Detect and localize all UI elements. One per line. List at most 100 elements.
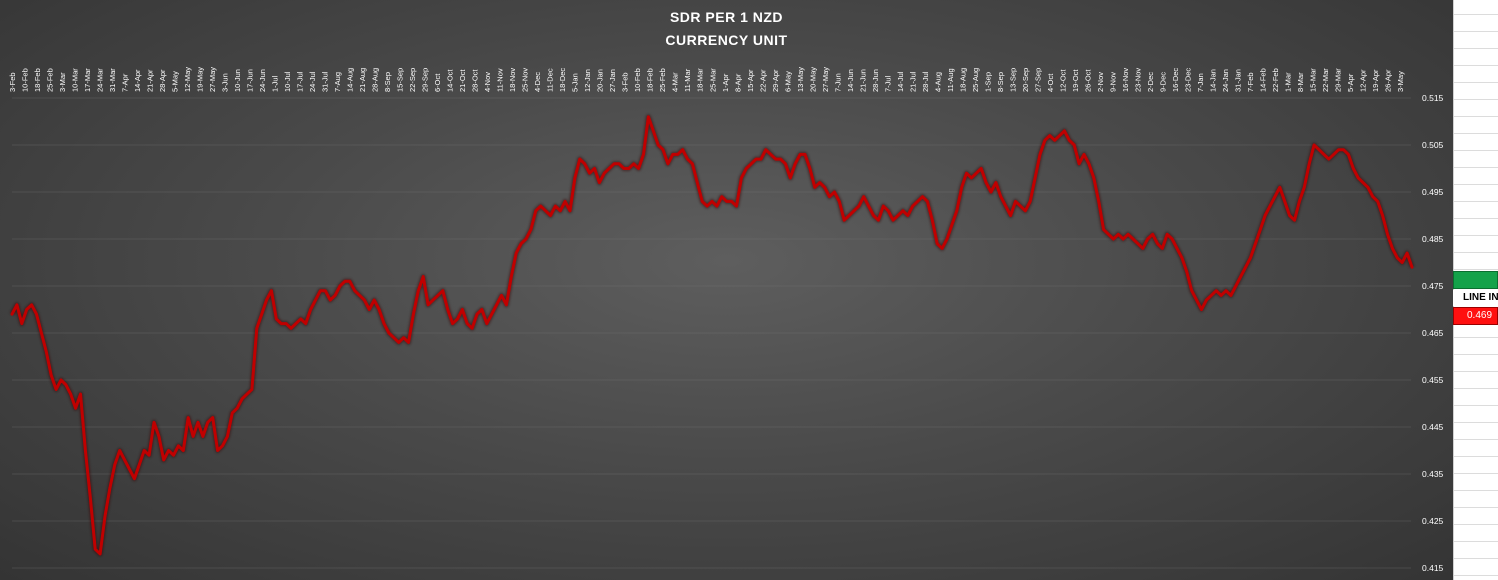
x-tick-label: 18-Feb <box>33 68 42 92</box>
x-tick-label: 4-Mar <box>671 72 680 92</box>
panel-grid-row <box>1454 456 1498 457</box>
x-tick-label: 21-Aug <box>358 68 367 92</box>
x-tick-label: 3-Feb <box>621 72 630 92</box>
x-tick-label: 22-Apr <box>758 69 767 92</box>
x-tick-label: 26-Apr <box>1383 69 1392 92</box>
series-line <box>10 115 1414 556</box>
panel-grid-row <box>1454 235 1498 236</box>
x-tick-label: 5-May <box>171 71 180 92</box>
x-tick-label: 8-Sep <box>996 72 1005 92</box>
panel-grid-row <box>1454 48 1498 49</box>
x-tick-label: 14-Jan <box>1208 69 1217 92</box>
y-tick-label: 0.485 <box>1422 234 1444 244</box>
y-tick-label: 0.455 <box>1422 375 1444 385</box>
x-tick-label: 5-Jan <box>571 73 580 92</box>
panel-grid-row <box>1454 31 1498 32</box>
x-tick-label: 18-Nov <box>508 68 517 92</box>
panel-grid-row <box>1454 524 1498 525</box>
x-tick-label: 27-Jan <box>608 69 617 92</box>
x-tick-label: 28-Oct <box>471 69 480 92</box>
x-tick-label: 9-Nov <box>1108 72 1117 92</box>
x-tick-label: 29-Mar <box>1333 68 1342 92</box>
x-tick-label: 7-Feb <box>1246 72 1255 92</box>
panel-grid-row <box>1454 133 1498 134</box>
x-tick-label: 25-Mar <box>708 68 717 92</box>
x-tick-label: 1-Sep <box>983 72 992 92</box>
x-tick-label: 14-Oct <box>446 69 455 92</box>
y-tick-label: 0.445 <box>1422 422 1444 432</box>
x-tick-label: 20-Jan <box>596 69 605 92</box>
x-tick-label: 1-Apr <box>721 73 730 92</box>
current-value-badge: 0.469 <box>1453 307 1498 325</box>
y-tick-label: 0.505 <box>1422 140 1444 150</box>
x-tick-label: 12-Oct <box>1058 69 1067 92</box>
chart-subtitle: CURRENCY UNIT <box>665 32 788 48</box>
chart-title: SDR PER 1 NZD <box>669 9 784 25</box>
x-tick-label: 23-Nov <box>1133 68 1142 92</box>
x-tick-label: 24-Jun <box>258 69 267 92</box>
panel-grid-row <box>1454 337 1498 338</box>
x-tick-label: 31-Jul <box>321 71 330 92</box>
x-tick-label: 21-Jul <box>908 71 917 92</box>
x-tick-label: 7-Jan <box>1196 73 1205 92</box>
x-tick-label: 13-May <box>796 67 805 92</box>
x-tick-label: 3-Jun <box>221 73 230 92</box>
panel-grid-row <box>1454 388 1498 389</box>
x-tick-label: 28-Jun <box>871 69 880 92</box>
x-tick-label: 29-Apr <box>771 69 780 92</box>
panel-grid-row <box>1454 82 1498 83</box>
x-tick-label: 15-Sep <box>396 68 405 92</box>
x-tick-label: 28-Apr <box>158 69 167 92</box>
x-tick-label: 20-Sep <box>1021 68 1030 92</box>
panel-grid-row <box>1454 507 1498 508</box>
x-tick-label: 5-Apr <box>1346 73 1355 92</box>
panel-grid-row <box>1454 439 1498 440</box>
y-tick-label: 0.425 <box>1422 516 1444 526</box>
x-tick-label: 1-Jul <box>271 75 280 92</box>
panel-grid-row <box>1454 575 1498 576</box>
x-tick-label: 19-Apr <box>1371 69 1380 92</box>
x-tick-label: 6-Oct <box>433 73 442 92</box>
y-tick-label: 0.515 <box>1422 93 1444 103</box>
x-tick-label: 26-Oct <box>1083 69 1092 92</box>
series-line-shadow <box>9 114 1415 557</box>
x-tick-label: 31-Mar <box>108 68 117 92</box>
x-tick-label: 14-Feb <box>1258 68 1267 92</box>
panel-grid-row <box>1454 218 1498 219</box>
panel-grid-row <box>1454 269 1498 270</box>
x-tick-label: 11-Nov <box>496 68 505 92</box>
chart-area: 3-Feb 10-Feb 18-Feb 25-Feb 3-Mar 10-Mar 17-Mar… <box>0 0 1453 580</box>
x-tick-label: 27-May <box>821 67 830 92</box>
x-tick-label: 20-May <box>808 67 817 92</box>
x-tick-label: 22-Mar <box>1321 68 1330 92</box>
panel-grid-row <box>1454 99 1498 100</box>
x-tick-label: 7-Jun <box>833 73 842 92</box>
x-tick-label: 16-Dec <box>1171 68 1180 92</box>
x-tick-label: 11-Dec <box>546 68 555 92</box>
y-tick-label: 0.415 <box>1422 563 1444 573</box>
x-tick-label: 23-Dec <box>1183 68 1192 92</box>
x-tick-label: 24-Mar <box>96 68 105 92</box>
x-tick-label: 21-Apr <box>146 69 155 92</box>
x-tick-label: 19-Oct <box>1071 69 1080 92</box>
x-tick-label: 4-Dec <box>533 72 542 92</box>
x-tick-label: 22-Sep <box>408 68 417 92</box>
x-tick-label: 4-Nov <box>483 72 492 92</box>
x-tick-label: 10-Feb <box>633 68 642 92</box>
x-tick-label: 14-Jul <box>896 71 905 92</box>
y-tick-label: 0.435 <box>1422 469 1444 479</box>
panel-grid-row <box>1454 405 1498 406</box>
x-tick-label: 8-Apr <box>733 73 742 92</box>
x-tick-label: 22-Feb <box>1271 68 1280 92</box>
x-tick-label: 28-Jul <box>921 71 930 92</box>
x-tick-label: 17-Jul <box>296 71 305 92</box>
x-tick-label: 27-May <box>208 67 217 92</box>
x-tick-label: 2-Nov <box>1096 72 1105 92</box>
y-tick-label: 0.495 <box>1422 187 1444 197</box>
x-tick-label: 8-Sep <box>383 72 392 92</box>
panel-grid-row <box>1454 252 1498 253</box>
x-tick-label: 4-Oct <box>1046 73 1055 92</box>
panel-grid-row <box>1454 201 1498 202</box>
panel-grid-row <box>1454 558 1498 559</box>
panel-grid-row <box>1454 65 1498 66</box>
